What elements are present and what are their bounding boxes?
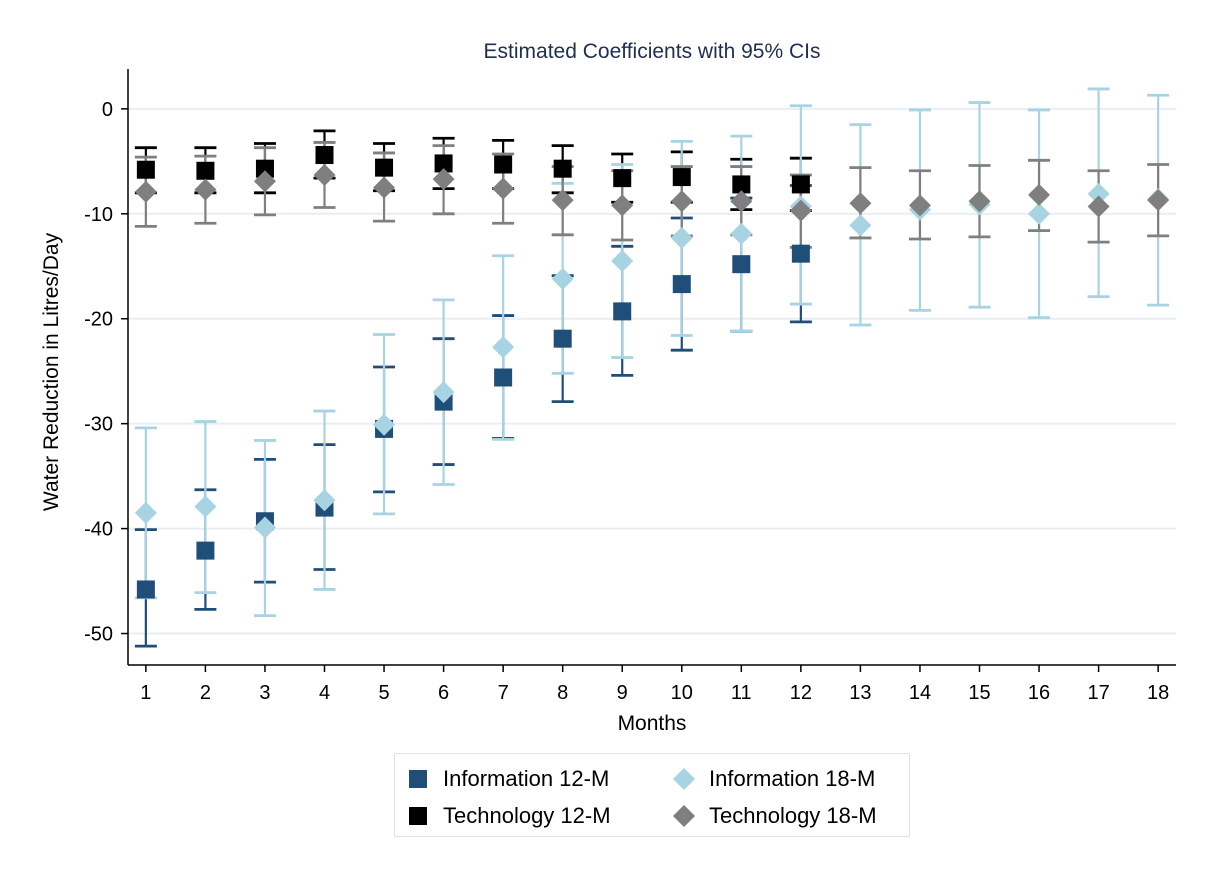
y-tick-label: -40	[84, 519, 113, 541]
data-point-diamond	[1028, 183, 1051, 206]
data-point-square	[136, 160, 155, 179]
data-point-diamond	[670, 190, 693, 213]
data-point-diamond	[789, 199, 812, 222]
data-point-diamond	[611, 194, 634, 217]
data-point-diamond	[1028, 202, 1051, 225]
y-axis-label: Water Reduction in Litres/Day	[40, 232, 63, 511]
x-tick-label: 13	[849, 682, 871, 704]
x-tick-label: 1	[140, 682, 151, 704]
data-point-diamond	[253, 170, 276, 193]
x-tick-label: 18	[1147, 682, 1169, 704]
data-point-diamond	[492, 177, 515, 200]
data-point-square	[553, 159, 572, 178]
data-point-diamond	[194, 178, 217, 201]
data-point-diamond	[908, 194, 931, 217]
x-tick-label: 5	[378, 682, 389, 704]
x-axis-label: Months	[618, 712, 687, 735]
data-point-square	[375, 158, 394, 177]
legend-label: Technology 12-M	[443, 803, 611, 828]
legend: Information 12-M Information 18-M Techno…	[394, 753, 910, 837]
legend-item-technology-12m: Technology 12-M	[407, 803, 611, 829]
legend-item-information-12m: Information 12-M	[407, 766, 609, 792]
x-tick-label: 15	[968, 682, 990, 704]
x-tick-label: 17	[1087, 682, 1109, 704]
x-tick-label: 10	[671, 682, 693, 704]
diamond-marker-icon	[673, 805, 695, 827]
data-point-diamond	[611, 250, 634, 273]
data-point-diamond	[551, 189, 574, 212]
legend-label: Information 12-M	[443, 766, 610, 791]
data-point-square	[255, 159, 274, 178]
data-point-diamond	[134, 180, 157, 203]
data-point-square	[613, 302, 632, 321]
data-point-square	[613, 169, 632, 188]
y-tick-label: 0	[102, 99, 113, 121]
data-point-diamond	[849, 214, 872, 237]
x-tick-label: 2	[200, 682, 211, 704]
x-tick-label: 9	[617, 682, 628, 704]
data-point-diamond	[551, 267, 574, 290]
data-point-diamond	[313, 489, 336, 512]
y-tick-label: -20	[84, 309, 113, 331]
series-marks	[134, 87, 1170, 648]
data-point-diamond	[194, 495, 217, 518]
data-point-square	[553, 329, 572, 348]
legend-label: Technology 18-M	[709, 803, 877, 828]
legend-item-technology-18m: Technology 18-M	[673, 803, 877, 829]
data-point-square	[196, 161, 215, 180]
data-point-diamond	[1147, 189, 1170, 212]
axes: 0-10-20-30-40-501 2 3 4 5 6 7 8 9 10 11 12 13 14 15 16 1…	[84, 69, 1176, 704]
x-tick-label: 14	[909, 682, 931, 704]
data-point-square	[434, 154, 453, 173]
data-point-square	[672, 275, 691, 294]
data-point-diamond	[968, 190, 991, 213]
data-point-diamond	[730, 222, 753, 245]
data-point-diamond	[730, 190, 753, 213]
legend-label: Information 18-M	[709, 766, 876, 791]
data-point-diamond	[373, 413, 396, 436]
chart-title: Estimated Coefficients with 95% CIs	[484, 40, 821, 63]
x-tick-label: 3	[259, 682, 270, 704]
data-point-diamond	[313, 163, 336, 186]
data-point-square	[136, 580, 155, 599]
square-marker-icon	[407, 805, 429, 827]
data-point-square	[791, 175, 810, 194]
data-point-diamond	[373, 176, 396, 199]
data-point-square	[315, 146, 334, 165]
data-point-diamond	[492, 336, 515, 359]
data-point-square	[732, 255, 751, 274]
square-marker-icon	[407, 768, 429, 790]
data-point-diamond	[432, 381, 455, 404]
x-tick-label: 7	[498, 682, 509, 704]
diamond-marker-icon	[673, 768, 695, 790]
legend-item-information-18m: Information 18-M	[673, 766, 875, 792]
x-tick-label: 6	[438, 682, 449, 704]
y-tick-label: -30	[84, 414, 113, 436]
data-point-square	[196, 541, 215, 560]
gridlines	[128, 107, 1176, 635]
data-point-diamond	[1087, 195, 1110, 218]
x-tick-label: 8	[557, 682, 568, 704]
x-tick-label: 11	[731, 682, 752, 704]
data-point-diamond	[432, 168, 455, 191]
data-point-diamond	[1087, 182, 1110, 205]
data-point-diamond	[253, 516, 276, 539]
x-tick-label: 4	[319, 682, 330, 704]
x-tick-label: 16	[1028, 682, 1050, 704]
data-point-diamond	[134, 501, 157, 524]
y-tick-label: -10	[84, 204, 113, 226]
data-point-square	[494, 155, 513, 174]
data-point-square	[732, 175, 751, 194]
data-point-square	[791, 244, 810, 263]
data-point-diamond	[670, 226, 693, 249]
data-point-square	[494, 368, 513, 387]
data-point-diamond	[849, 192, 872, 215]
y-tick-label: -50	[84, 624, 113, 646]
x-tick-label: 12	[790, 682, 812, 704]
data-point-square	[672, 168, 691, 187]
